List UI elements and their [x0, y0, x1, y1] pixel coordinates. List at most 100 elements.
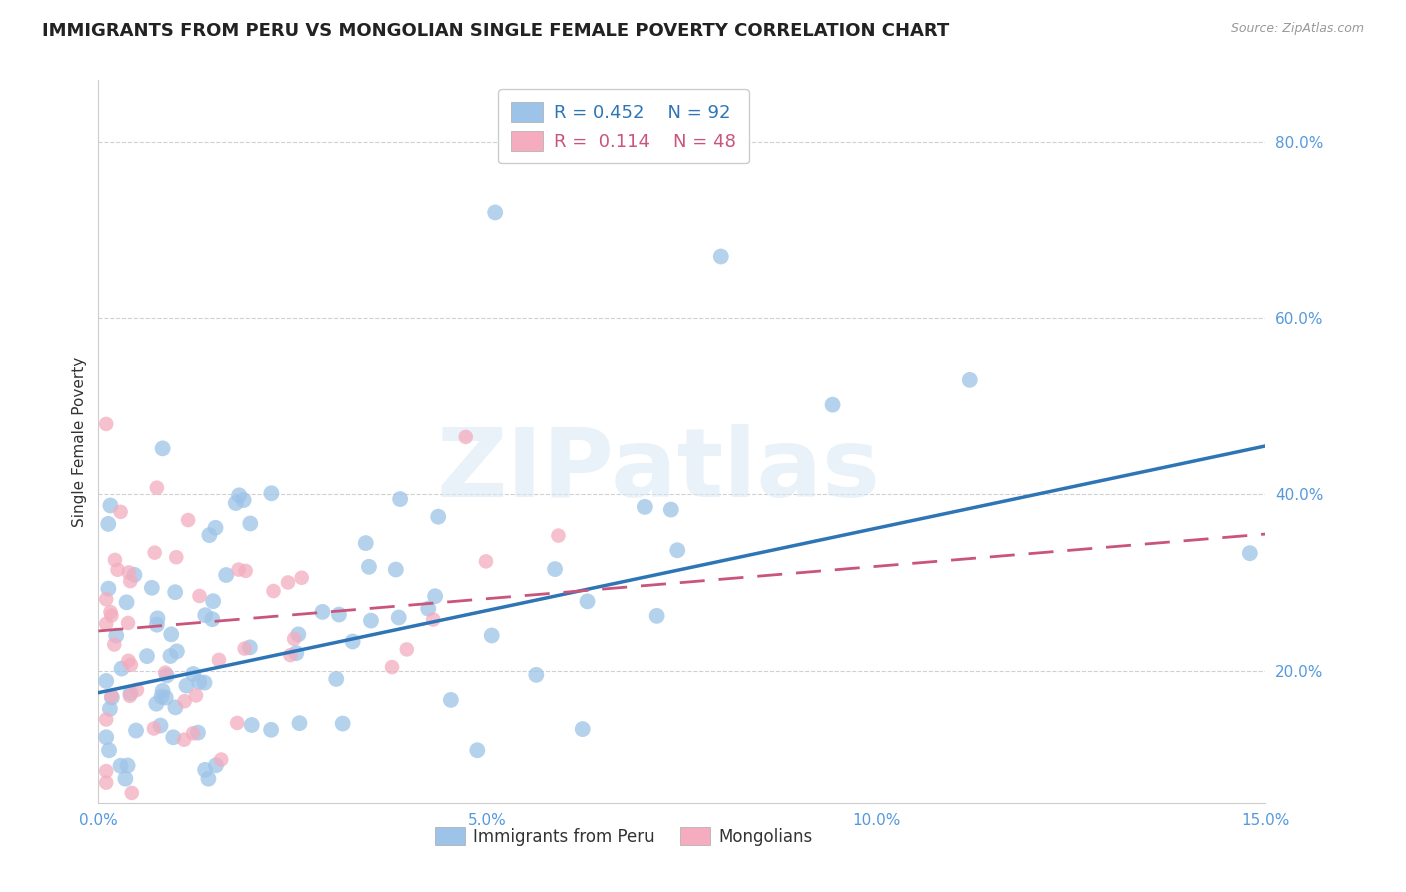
Point — [100, 608, 122, 623]
Point — [150, 690, 173, 704]
Point — [311, 605, 333, 619]
Point — [142, 722, 165, 736]
Point — [136, 649, 159, 664]
Point — [156, 668, 179, 682]
Legend: Immigrants from Peru, Mongolians: Immigrants from Peru, Mongolians — [427, 821, 820, 852]
Point — [96, 764, 118, 778]
Point — [342, 634, 364, 648]
Point — [666, 543, 689, 558]
Point — [124, 567, 146, 582]
Point — [176, 822, 198, 837]
Point — [659, 502, 682, 516]
Point — [260, 486, 283, 500]
Point — [188, 675, 211, 690]
Point — [100, 499, 122, 513]
Point — [381, 660, 404, 674]
Point — [100, 605, 122, 619]
Point — [125, 682, 148, 697]
Point — [145, 822, 167, 837]
Point — [821, 398, 844, 412]
Point — [389, 492, 412, 507]
Point — [110, 758, 132, 772]
Point — [524, 668, 547, 682]
Point — [328, 607, 350, 622]
Point — [173, 732, 195, 747]
Point — [209, 753, 232, 767]
Point — [484, 205, 506, 219]
Point — [100, 689, 122, 703]
Point — [571, 722, 593, 736]
Point — [103, 638, 125, 652]
Point — [959, 373, 981, 387]
Point — [176, 679, 198, 693]
Point — [146, 617, 169, 632]
Point — [96, 616, 118, 631]
Point — [165, 585, 187, 599]
Point — [120, 574, 142, 589]
Point — [388, 610, 411, 624]
Point — [104, 553, 127, 567]
Point — [208, 653, 231, 667]
Point — [465, 743, 488, 757]
Point — [710, 250, 733, 264]
Point — [96, 417, 118, 431]
Point — [454, 430, 477, 444]
Point — [117, 654, 139, 668]
Point — [118, 566, 141, 580]
Point — [162, 731, 184, 745]
Point — [177, 513, 200, 527]
Point — [97, 582, 120, 596]
Point — [96, 730, 118, 744]
Point — [97, 516, 120, 531]
Point — [152, 442, 174, 456]
Text: IMMIGRANTS FROM PERU VS MONGOLIAN SINGLE FEMALE POVERTY CORRELATION CHART: IMMIGRANTS FROM PERU VS MONGOLIAN SINGLE… — [42, 22, 949, 40]
Point — [117, 758, 139, 772]
Point — [181, 667, 204, 681]
Point — [143, 546, 166, 560]
Point — [165, 700, 187, 714]
Point — [145, 697, 167, 711]
Point — [188, 589, 211, 603]
Point — [634, 500, 657, 514]
Point — [239, 640, 262, 655]
Point — [1239, 546, 1261, 560]
Point — [98, 702, 121, 716]
Point — [475, 554, 498, 568]
Point — [98, 743, 121, 757]
Point — [114, 772, 136, 786]
Point — [198, 528, 221, 542]
Point — [149, 718, 172, 732]
Point — [544, 562, 567, 576]
Point — [263, 584, 285, 599]
Point — [96, 673, 118, 688]
Y-axis label: Single Female Poverty: Single Female Poverty — [72, 357, 87, 526]
Point — [228, 488, 250, 502]
Point — [187, 725, 209, 739]
Point — [155, 690, 177, 705]
Point — [576, 594, 599, 608]
Point — [239, 516, 262, 531]
Point — [240, 718, 263, 732]
Point — [332, 716, 354, 731]
Point — [232, 493, 254, 508]
Point — [101, 690, 124, 705]
Point — [141, 581, 163, 595]
Point — [146, 481, 169, 495]
Point — [354, 536, 377, 550]
Point — [260, 723, 283, 737]
Point — [235, 564, 257, 578]
Point — [360, 614, 382, 628]
Point — [181, 726, 204, 740]
Point — [110, 505, 132, 519]
Point — [285, 646, 308, 660]
Point — [173, 694, 195, 708]
Point — [395, 642, 418, 657]
Point — [172, 822, 194, 837]
Point — [357, 559, 380, 574]
Text: ZIPatlas: ZIPatlas — [437, 424, 880, 517]
Point — [159, 648, 181, 663]
Point — [160, 627, 183, 641]
Point — [645, 608, 668, 623]
Point — [105, 629, 128, 643]
Point — [100, 822, 122, 837]
